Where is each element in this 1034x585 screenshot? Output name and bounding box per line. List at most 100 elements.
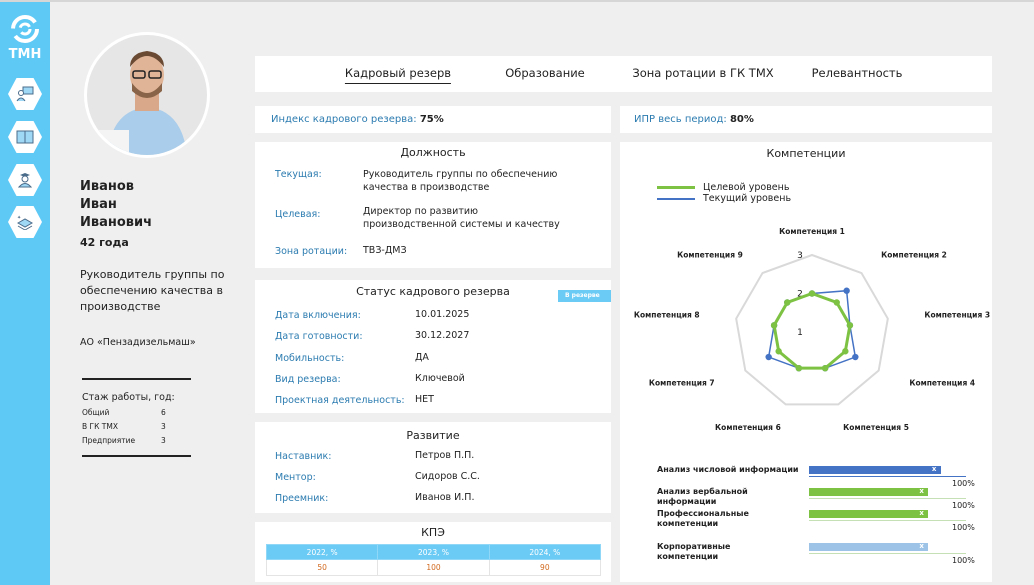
- book-icon[interactable]: [8, 121, 42, 153]
- field-value: Иванов И.П.: [415, 492, 475, 503]
- bar-track: [809, 553, 966, 554]
- bar-label: Профессиональные компетенции: [657, 509, 749, 528]
- kpe-panel: КПЭ 2022, % 2023, % 2024, % 50 100 90: [255, 522, 611, 582]
- experience-label: Общий: [82, 408, 110, 417]
- competencies-title: Компетенции: [766, 147, 846, 160]
- presentation-icon[interactable]: [8, 78, 42, 110]
- current-label: Текущая:: [275, 169, 322, 180]
- reserve-index-value: 75%: [419, 114, 444, 125]
- radar-point: [846, 322, 854, 329]
- bar-marker: x: [919, 487, 924, 495]
- radar-point: [795, 364, 803, 372]
- kpe-header: 2023, %: [377, 544, 490, 560]
- bar-marker: x: [919, 509, 924, 517]
- radar-series-line: [767, 289, 857, 369]
- radar-gridline: [735, 253, 889, 406]
- radar-tick-label: 3: [797, 251, 803, 261]
- reserve-index-label: Индекс кадрового резерва:: [271, 114, 417, 125]
- field-label: Дата включения:: [275, 310, 361, 321]
- bar-marker: x: [919, 542, 924, 550]
- position-title: Должность: [400, 146, 466, 159]
- rotation-label: Зона ротации:: [275, 246, 348, 257]
- status-title: Статус кадрового резерва: [356, 285, 510, 298]
- kpe-value: 100: [377, 559, 490, 576]
- radar-point: [843, 287, 850, 294]
- radar-point: [770, 322, 778, 329]
- radar-series-line: [772, 291, 852, 370]
- bar-track: [809, 498, 966, 499]
- tab-rotation-zone[interactable]: Зона ротации в ГК ТМХ: [632, 66, 774, 80]
- kpe-table: 2022, % 2023, % 2024, % 50 100 90: [265, 544, 602, 576]
- layers-icon[interactable]: ✦: [8, 206, 42, 238]
- bar-marker: x: [931, 465, 937, 473]
- radar-tick-label: 1: [797, 328, 803, 338]
- legend-label: Текущий уровень: [703, 193, 792, 204]
- field-label: Дата готовности:: [275, 331, 363, 343]
- target-label: Целевая:: [275, 209, 321, 220]
- bar-label: Анализ числовой информации: [657, 465, 799, 474]
- development-panel: Развитие Наставник: Петров П.П. Ментор: Сид…: [255, 422, 611, 513]
- development-title: Развитие: [406, 429, 460, 442]
- bar-fill: [809, 466, 941, 474]
- experience-value: 3: [161, 422, 166, 431]
- profile-name: Иванов Иван Иванович: [80, 178, 152, 232]
- divider: [82, 378, 191, 380]
- kpe-value: 90: [488, 559, 602, 576]
- bar-percent: 100%: [952, 479, 975, 488]
- field-value: 10.01.2025: [415, 309, 470, 320]
- field-label: Мобильность:: [275, 352, 345, 364]
- field-label: Наставник:: [275, 451, 332, 462]
- bar-label: Корпоративные компетенции: [657, 542, 731, 561]
- tab-education[interactable]: Образование: [505, 66, 585, 80]
- bar-percent: 100%: [952, 556, 975, 565]
- graduate-icon[interactable]: [8, 164, 42, 196]
- experience-label: В ГК ТМХ: [82, 422, 119, 431]
- field-label: Ментор:: [275, 472, 316, 483]
- current-value: Руководитель группы по обеспечению качес…: [363, 169, 558, 193]
- profile-position: Руководитель группы по обеспечению качес…: [80, 268, 225, 313]
- ipr-label: ИПР весь период:: [634, 114, 727, 125]
- radar-category-label: Компетенция 4: [909, 379, 975, 388]
- legend-label: Целевой уровень: [703, 182, 790, 193]
- radar-point: [765, 353, 772, 361]
- patronymic: Иванович: [80, 215, 153, 230]
- field-value: Петров П.П.: [415, 450, 475, 461]
- tab-relevance[interactable]: Релевантность: [811, 66, 903, 80]
- radar-category-label: Компетенция 8: [634, 310, 700, 319]
- avatar: [84, 32, 210, 158]
- svg-text:✦: ✦: [17, 215, 21, 221]
- reserve-index: Индекс кадрового резерва: 75%: [255, 106, 611, 133]
- position-panel: Должность Текущая: Руководитель группы п…: [255, 142, 611, 268]
- kpe-header: 2024, %: [488, 544, 602, 560]
- field-value: ДА: [415, 351, 429, 363]
- kpe-title: КПЭ: [421, 526, 445, 539]
- legend-item-current: Текущий уровень: [657, 193, 791, 204]
- status-badge: В резерве: [558, 290, 611, 302]
- tab-bar: Кадровый резерв Образование Зона ротации…: [255, 56, 992, 92]
- logo-icon: [11, 15, 39, 43]
- field-value: Сидоров С.С.: [415, 471, 480, 482]
- status-panel: Статус кадрового резерва В резерве Дата …: [255, 280, 611, 413]
- rotation-value: ТВЗ-ДМЗ: [363, 245, 407, 256]
- experience-title: Стаж работы, год:: [82, 392, 175, 403]
- ipr-value: 80%: [729, 114, 754, 125]
- sidebar: ТМН ✦: [0, 2, 50, 585]
- divider: [82, 455, 191, 457]
- radar-point: [775, 348, 782, 355]
- field-value: НЕТ: [415, 394, 434, 406]
- bar-percent: 100%: [952, 523, 975, 532]
- company: АО «Пензадизельмаш»: [80, 337, 196, 348]
- radar-chart: 1 2 3 Компетенция 1 Компетенция 2 Компетенция…: [634, 227, 990, 432]
- radar-tick-label: 2: [797, 290, 803, 300]
- last-name: Иванов: [80, 179, 135, 194]
- logo-text: ТМН: [8, 47, 42, 62]
- legend-swatch: [657, 197, 695, 200]
- bar-fill: [809, 488, 929, 496]
- experience-label: Предприятие: [82, 436, 136, 445]
- bar-fill: [809, 510, 929, 518]
- radar-point: [833, 299, 840, 306]
- bar-label: Анализ вербальной информации: [657, 487, 748, 506]
- tab-personnel-reserve[interactable]: Кадровый резерв: [344, 66, 452, 84]
- radar-category-label: Компетенция 6: [715, 423, 781, 432]
- field-value: 30.12.2027: [415, 330, 470, 342]
